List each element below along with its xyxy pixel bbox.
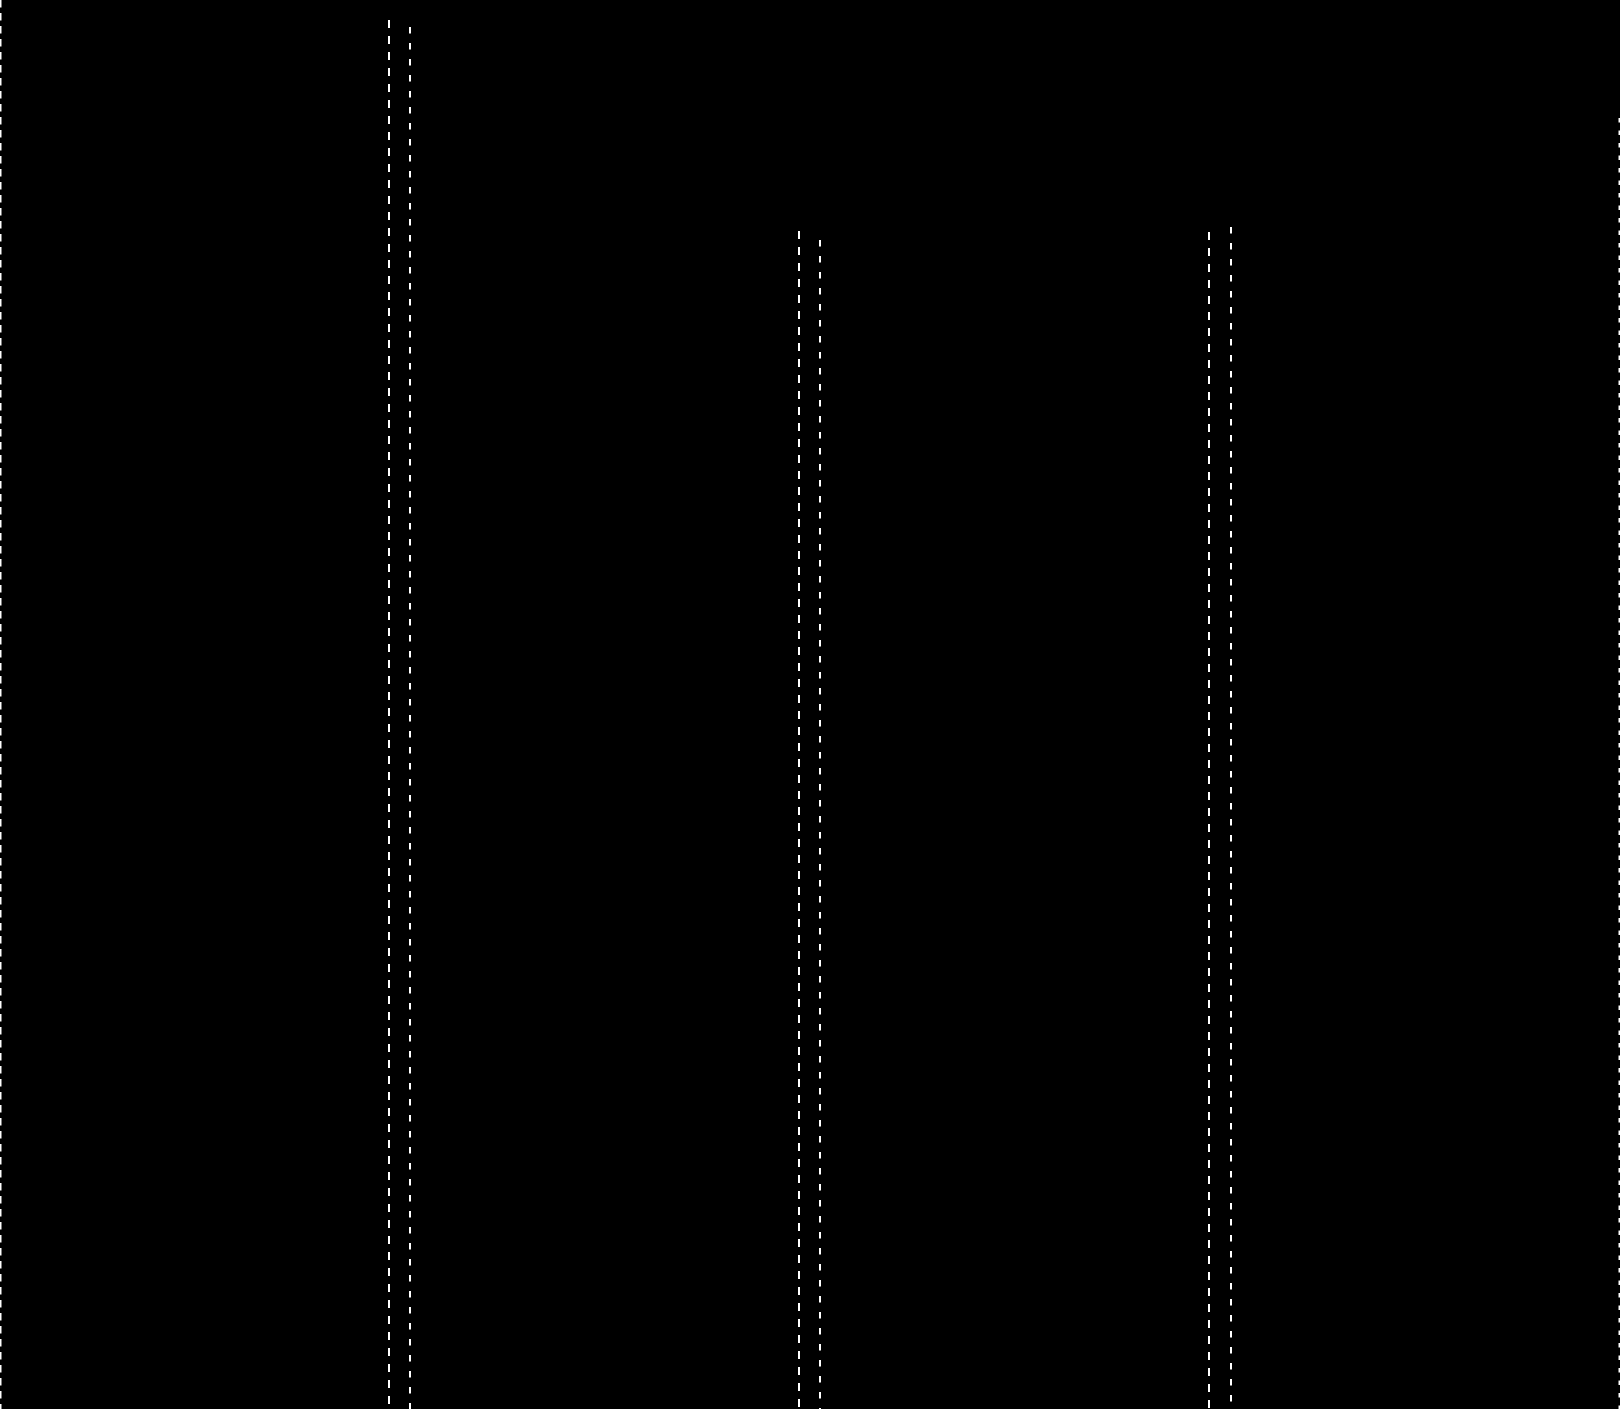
dashed-lines-svg — [0, 0, 1620, 1409]
black-canvas — [0, 0, 1620, 1409]
